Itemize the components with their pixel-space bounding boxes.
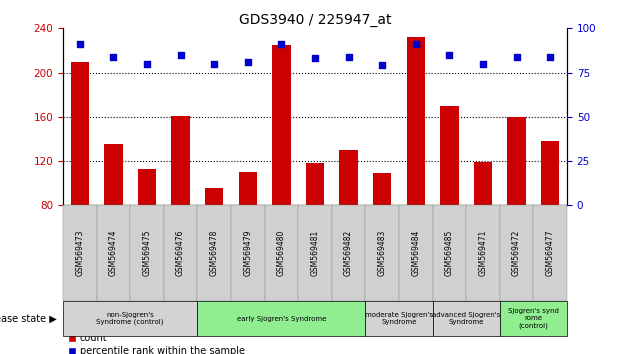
Text: early Sjogren's Syndrome: early Sjogren's Syndrome (237, 316, 326, 321)
Bar (306, 163, 324, 205)
Bar (205, 188, 224, 205)
Text: GSM569480: GSM569480 (277, 230, 286, 276)
Point (75, 41, 85, 47)
Bar (541, 141, 559, 205)
Text: GSM569478: GSM569478 (210, 230, 219, 276)
Point (377, 63, 387, 68)
Point (243, 59, 253, 65)
Text: GSM569472: GSM569472 (512, 230, 521, 276)
Point (444, 52, 454, 58)
Text: GSM569476: GSM569476 (176, 230, 185, 276)
Bar (71, 62, 89, 205)
Bar (474, 162, 492, 205)
Text: GSM569474: GSM569474 (109, 230, 118, 276)
Point (310, 56, 320, 61)
Bar (272, 45, 290, 205)
Text: advanced Sjogren's
Syndrome: advanced Sjogren's Syndrome (432, 312, 500, 325)
Text: disease state ▶: disease state ▶ (0, 314, 57, 324)
Bar (340, 150, 358, 205)
Point (545, 54, 555, 59)
Point (176, 52, 186, 58)
Text: GSM569485: GSM569485 (445, 230, 454, 276)
Bar (507, 117, 526, 205)
Legend: count, percentile rank within the sample: count, percentile rank within the sample (68, 333, 244, 354)
Text: GSM569477: GSM569477 (546, 230, 554, 276)
Text: GSM569484: GSM569484 (411, 230, 420, 276)
Title: GDS3940 / 225947_at: GDS3940 / 225947_at (239, 13, 391, 27)
Text: GSM569483: GSM569483 (378, 230, 387, 276)
Text: GSM569471: GSM569471 (479, 230, 488, 276)
Point (209, 61, 219, 67)
Text: moderate Sjogren's
Syndrome: moderate Sjogren's Syndrome (365, 312, 433, 325)
Bar (440, 106, 459, 205)
Point (411, 41, 421, 47)
Bar (373, 173, 391, 205)
Bar (104, 144, 123, 205)
Text: Sjogren's synd
rome
(control): Sjogren's synd rome (control) (508, 308, 559, 329)
Text: GSM569479: GSM569479 (243, 230, 252, 276)
Text: GSM569473: GSM569473 (76, 230, 84, 276)
Point (142, 61, 152, 67)
Point (277, 41, 287, 47)
Bar (171, 116, 190, 205)
Text: GSM569481: GSM569481 (311, 230, 319, 276)
Bar (406, 37, 425, 205)
Point (108, 54, 118, 59)
Text: GSM569475: GSM569475 (142, 230, 151, 276)
Point (343, 54, 353, 59)
Bar (138, 169, 156, 205)
Point (478, 61, 488, 67)
Bar (239, 172, 257, 205)
Text: non-Sjogren's
Syndrome (control): non-Sjogren's Syndrome (control) (96, 312, 164, 325)
Point (512, 54, 522, 59)
Text: GSM569482: GSM569482 (344, 230, 353, 276)
